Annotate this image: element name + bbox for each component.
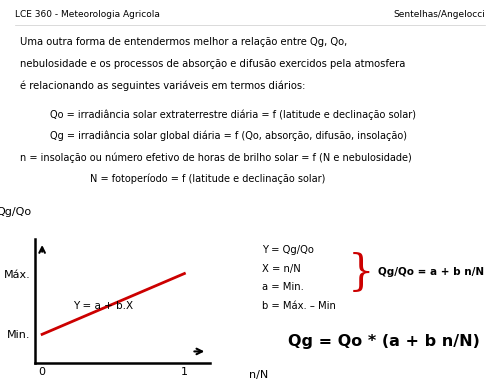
Text: N = fotoperíodo = f (latitude e declinação solar): N = fotoperíodo = f (latitude e declinaç…: [90, 173, 326, 184]
Text: Qg = Qo * (a + b n/N): Qg = Qo * (a + b n/N): [288, 334, 480, 349]
Text: X = n/N: X = n/N: [262, 264, 301, 274]
Text: }: }: [348, 252, 374, 294]
Text: Y = a + b.X: Y = a + b.X: [74, 301, 134, 311]
Text: Qg = irradiância solar global diária = f (Qo, absorção, difusão, insolação): Qg = irradiância solar global diária = f…: [50, 131, 407, 141]
Text: a = Min.: a = Min.: [262, 282, 304, 292]
Text: n = insolação ou número efetivo de horas de brilho solar = f (N e nebulosidade): n = insolação ou número efetivo de horas…: [20, 152, 412, 163]
Text: n/N: n/N: [248, 370, 268, 380]
Text: LCE 360 - Meteorologia Agricola: LCE 360 - Meteorologia Agricola: [15, 10, 160, 19]
Text: é relacionando as seguintes variáveis em termos diários:: é relacionando as seguintes variáveis em…: [20, 81, 306, 91]
Text: b = Máx. – Min: b = Máx. – Min: [262, 301, 336, 311]
Text: Qg/Qo: Qg/Qo: [0, 207, 32, 217]
Text: nebulosidade e os processos de absorção e difusão exercidos pela atmosfera: nebulosidade e os processos de absorção …: [20, 59, 406, 69]
Text: Qg/Qo = a + b n/N: Qg/Qo = a + b n/N: [378, 267, 484, 277]
Text: Sentelhas/Angelocci: Sentelhas/Angelocci: [393, 10, 485, 19]
Text: Uma outra forma de entendermos melhor a relação entre Qg, Qo,: Uma outra forma de entendermos melhor a …: [20, 37, 347, 47]
Text: Y = Qg/Qo: Y = Qg/Qo: [262, 245, 314, 255]
Text: Qo = irradiância solar extraterrestre diária = f (latitude e declinação solar): Qo = irradiância solar extraterrestre di…: [50, 110, 416, 120]
